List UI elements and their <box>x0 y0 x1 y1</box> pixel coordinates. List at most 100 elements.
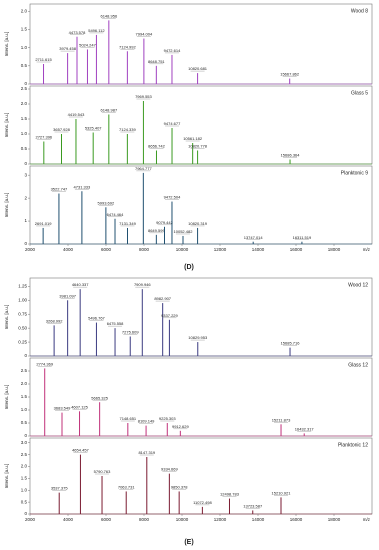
peak-label: 4419.543 <box>68 112 85 117</box>
peak-label: 3537.375 <box>51 486 68 491</box>
x-axis-label: m/z <box>363 247 371 252</box>
peak-label: 8656.742 <box>148 144 165 149</box>
y-tick-label: 1.5 <box>21 116 28 121</box>
x-tick-label: 8000 <box>139 247 150 252</box>
peak-label: 8648.751 <box>148 59 165 64</box>
peak-label: 15667.862 <box>280 72 300 77</box>
x-tick-label: 2000 <box>25 517 36 522</box>
peak-label: 10820.681 <box>188 66 208 71</box>
peak-label: 5790.763 <box>94 469 111 474</box>
peak-label: 4473.578 <box>69 30 86 35</box>
y-tick-label: 1 <box>24 218 27 223</box>
peak-label: 4640.337 <box>72 282 89 287</box>
y-tick-label: 1.0 <box>21 487 28 492</box>
peak-label: 4731.333 <box>74 184 91 189</box>
x-tick-label: 18000 <box>328 517 341 522</box>
x-tick-label: 10000 <box>176 517 189 522</box>
peak-label: 9472.504 <box>164 195 181 200</box>
y-tick-label: 1.5 <box>21 394 28 399</box>
y-tick-label: 2.0 <box>21 381 28 386</box>
y-tick-label: 0.5 <box>21 420 28 425</box>
y-tick-label: 0 <box>24 511 27 516</box>
y-tick-label: 2.5 <box>21 452 28 457</box>
y-tick-label: 0.5 <box>21 63 28 68</box>
peak-label: 3657.928 <box>53 127 70 132</box>
y-axis-label: Intens. [a.u.] <box>4 385 9 410</box>
y-tick-label: 0 <box>24 81 27 86</box>
y-axis-label: Intens. [a.u.] <box>4 113 9 138</box>
peak-label: 6475.558 <box>107 321 124 326</box>
peak-label: 16311.519 <box>293 235 312 240</box>
peak-label: 10052.482 <box>174 229 194 234</box>
peak-label: 2691.019 <box>35 221 52 226</box>
y-tick-label: 0 <box>24 161 27 166</box>
peak-label: 16432.317 <box>295 426 315 431</box>
plot-frame <box>29 277 373 357</box>
peak-label: 8147.319 <box>138 450 155 455</box>
peak-label: 4654.457 <box>72 448 89 453</box>
peak-label: 9334.669 <box>161 467 178 472</box>
peak-label: 10829.953 <box>188 335 208 340</box>
peak-label: 10561.182 <box>183 136 203 141</box>
y-tick-label: 1.0 <box>21 407 28 412</box>
peak-label: 5325.407 <box>85 126 102 131</box>
peak-label: 6148.956 <box>100 13 117 18</box>
y-axis-label: Intens. [a.u.] <box>4 305 9 330</box>
peak-label: 9225.303 <box>159 416 176 421</box>
plot-frame <box>29 165 373 245</box>
y-tick-label: 0 <box>24 433 27 438</box>
peak-label: 9337.229 <box>161 313 178 318</box>
y-tick-label: 0.5 <box>21 146 28 151</box>
plot-frame <box>29 85 373 165</box>
peak-label: 9912.629 <box>172 424 189 429</box>
figure-label: (D) <box>184 264 194 271</box>
peak-label: 5496.112 <box>88 28 105 33</box>
peak-label: 6474.464 <box>107 212 124 217</box>
peak-label: 7124.339 <box>119 127 136 132</box>
y-tick-label: 2.5 <box>21 368 28 373</box>
peak-label: 13747.014 <box>244 235 264 240</box>
peak-label: 12498.783 <box>220 492 240 497</box>
x-tick-label: 8000 <box>139 517 150 522</box>
y-tick-label: 2.0 <box>21 101 28 106</box>
y-tick-label: 2 <box>24 195 27 200</box>
peak-label: 2727.396 <box>35 135 52 140</box>
panel-title: Wood 12 <box>348 282 368 288</box>
y-tick-label: 1.00 <box>18 297 27 302</box>
peak-label: 15210.921 <box>272 490 292 495</box>
peak-label: 2774.369 <box>36 361 53 366</box>
y-tick-label: 1.0 <box>21 45 28 50</box>
x-tick-label: 14000 <box>252 247 265 252</box>
peak-label: 5993.692 <box>98 200 115 205</box>
peak-label: 8109.149 <box>138 419 155 424</box>
peak-label: 3979.458 <box>59 46 76 51</box>
x-tick-label: 14000 <box>252 517 265 522</box>
peak-label: 7994.004 <box>136 32 153 37</box>
x-tick-label: 16000 <box>290 247 303 252</box>
y-tick-label: 0 <box>24 353 27 358</box>
peak-label: 7969.553 <box>135 94 152 99</box>
y-tick-label: 0.75 <box>18 311 27 316</box>
peak-label: 10820.778 <box>188 144 208 149</box>
panel-title: Glass 12 <box>348 362 368 368</box>
y-tick-label: 2.0 <box>21 464 28 469</box>
peak-label: 8649.599 <box>148 228 165 233</box>
peak-label: 7131.349 <box>119 221 136 226</box>
x-tick-label: 10000 <box>176 247 189 252</box>
peak-label: 4607.125 <box>71 404 88 409</box>
peak-label: 7275.609 <box>122 330 139 335</box>
peak-label: 7148.651 <box>119 416 136 421</box>
y-tick-label: 2.0 <box>21 8 28 13</box>
peak-label: 7964.777 <box>135 166 152 171</box>
x-tick-label: 6000 <box>101 517 112 522</box>
peak-label: 3522.747 <box>51 187 68 192</box>
figure-label: (E) <box>184 539 193 546</box>
peak-label: 9472.614 <box>164 48 181 53</box>
x-tick-label: 16000 <box>290 517 303 522</box>
peak-label: 5665.325 <box>91 395 108 400</box>
y-tick-label: 0.25 <box>18 339 27 344</box>
y-tick-label: 2.5 <box>21 86 28 91</box>
peak-label: 11072.498 <box>193 500 212 505</box>
